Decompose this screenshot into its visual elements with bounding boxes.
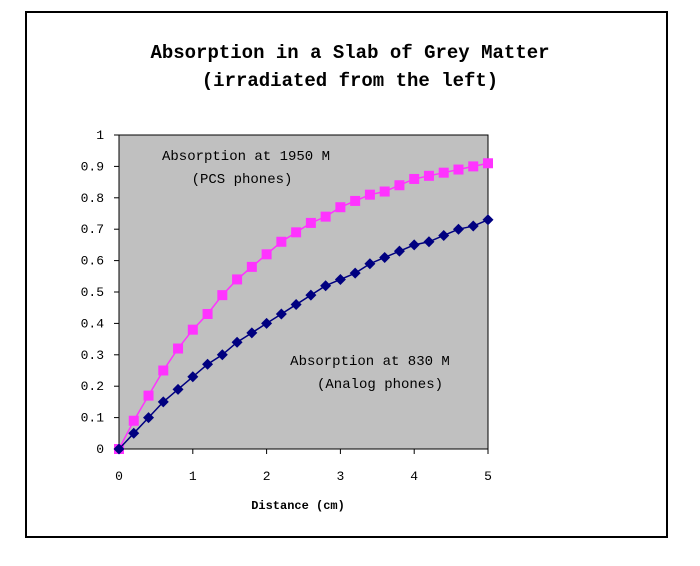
data-point-diamond [128,427,140,439]
data-point-square [453,164,464,175]
x-tick-label: 2 [263,469,271,484]
data-point-diamond [334,273,346,285]
data-point-square [187,324,198,335]
data-point-diamond [202,358,214,370]
data-point-square [291,227,302,238]
annotation-2-line-1: Absorption at 830 M [290,354,450,370]
x-tick-label: 1 [189,469,197,484]
data-point-diamond [290,299,302,311]
x-axis-label: Distance (cm) [251,499,345,513]
y-tick-label: 0.3 [81,348,104,363]
y-tick-label: 0 [96,442,104,457]
data-point-square [246,261,257,272]
data-point-diamond [305,289,317,301]
y-tick-label: 0.1 [81,411,105,426]
data-point-diamond [320,280,332,292]
data-point-diamond [172,383,184,395]
data-point-diamond [393,245,405,257]
x-tick-label: 5 [484,469,492,484]
plot-area [118,134,489,450]
data-point-diamond [113,443,125,455]
data-point-diamond [246,327,258,339]
data-point-square [438,167,449,178]
data-point-square [158,365,169,376]
data-point-square [320,211,331,222]
y-tick-label: 0.6 [81,254,104,269]
y-tick-label: 0.7 [81,222,104,237]
data-point-square [217,290,228,301]
chart-subtitle: (irradiated from the left) [201,70,499,92]
data-point-diamond [408,239,420,251]
chart-title: Absorption in a Slab of Grey Matter [150,42,550,64]
data-point-diamond [231,336,243,348]
y-tick-label: 1 [96,128,104,143]
data-point-diamond [275,308,287,320]
data-point-square [335,202,346,213]
data-point-diamond [187,371,199,383]
data-point-square [423,170,434,181]
data-point-diamond [143,412,155,424]
x-tick-label: 3 [336,469,344,484]
data-point-square [232,274,243,285]
y-tick-label: 0.5 [81,285,104,300]
data-point-diamond [349,267,361,279]
x-tick-label: 0 [115,469,123,484]
annotation-layer: Absorption at 1950 M (PCS phones) Absorpti… [162,149,450,393]
data-point-square [276,236,287,247]
series-layer [113,158,494,455]
y-axis: 0 0.1 0.2 0.3 0.4 0.5 0.6 0.7 0.8 0.9 1 [81,128,119,457]
data-point-square [364,189,375,200]
data-point-diamond [482,214,494,226]
annotation-1-line-1: Absorption at 1950 M [162,149,330,165]
data-point-square [173,343,184,354]
data-point-square [305,217,316,228]
data-point-square [379,186,390,197]
x-tick-label: 4 [410,469,418,484]
data-point-square [394,180,405,191]
y-tick-label: 0.2 [81,379,104,394]
data-point-square [128,415,139,426]
data-point-square [143,390,154,401]
data-point-diamond [157,396,169,408]
data-point-diamond [364,258,376,270]
x-axis: 0 1 2 3 4 5 [115,449,492,484]
data-point-square [202,308,213,319]
data-point-square [261,249,272,260]
data-point-diamond [467,220,479,232]
y-tick-label: 0.4 [81,316,105,331]
data-point-square [350,195,361,206]
data-point-diamond [379,251,391,263]
data-point-diamond [216,349,228,361]
data-point-square [409,173,420,184]
y-tick-label: 0.8 [81,191,104,206]
data-point-diamond [438,229,450,241]
data-point-diamond [261,317,273,329]
annotation-2-line-2: (Analog phones) [317,377,443,393]
data-point-diamond [423,236,435,248]
data-point-square [483,158,493,169]
annotation-1-line-2: (PCS phones) [192,172,293,188]
data-point-diamond [452,223,464,235]
y-tick-label: 0.9 [81,159,104,174]
data-point-square [468,161,479,172]
